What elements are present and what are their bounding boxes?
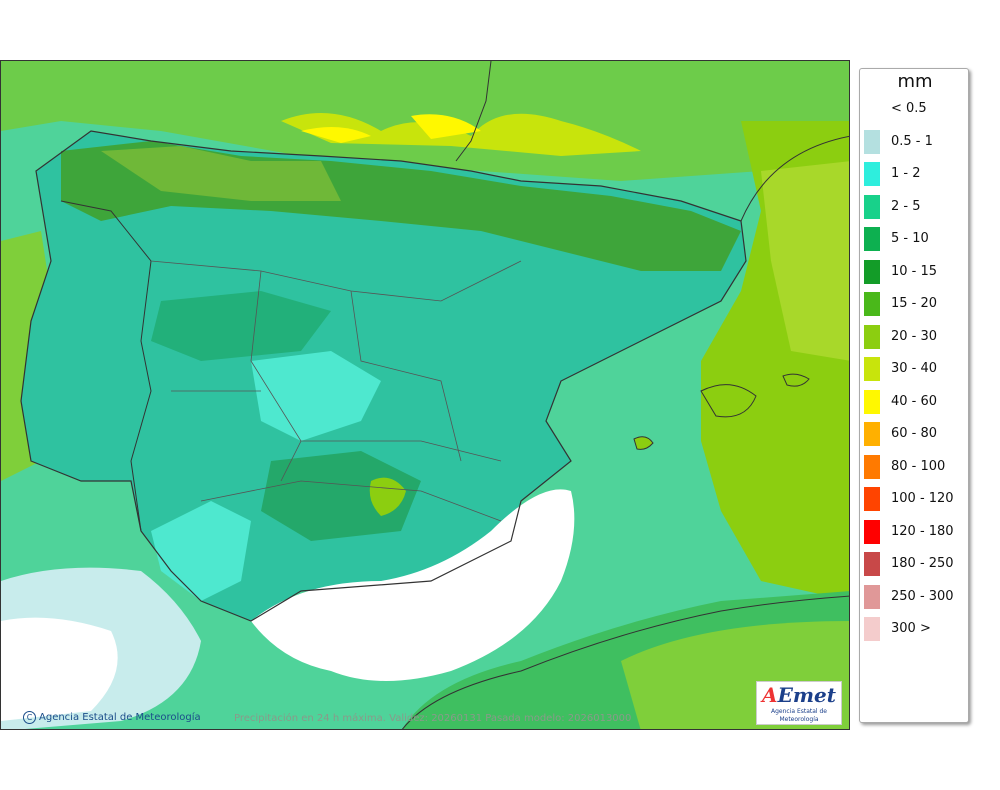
legend-item: 60 - 80: [864, 422, 968, 446]
logo-mark: AEmet: [757, 682, 841, 708]
legend-label: 180 - 250: [891, 556, 954, 571]
copyright-icon: C: [23, 711, 36, 724]
aemet-logo: AEmet Agencia Estatal de Meteorología: [756, 681, 842, 725]
legend-item: 250 - 300: [864, 584, 968, 609]
iberia-land: [21, 131, 746, 621]
legend-label: 60 - 80: [891, 426, 938, 441]
legend-label: 2 - 5: [891, 198, 921, 214]
agency-name: Agencia Estatal de Meteorología: [39, 712, 201, 723]
legend-label: 120 - 180: [891, 523, 954, 539]
legend-label: 15 - 20: [891, 296, 938, 311]
cantabrian-peak: [101, 146, 341, 201]
agency-credit: C Agencia Estatal de Meteorología: [23, 711, 201, 724]
legend-swatch: [864, 259, 880, 284]
legend-swatch: [864, 422, 880, 446]
menorca: [782, 373, 810, 387]
legend-swatch: [864, 227, 880, 251]
logo-subtitle: Agencia Estatal de Meteorología: [770, 708, 827, 723]
interior-cyan: [251, 351, 381, 441]
legend-item: 0.5 - 1: [864, 129, 968, 154]
ibiza: [633, 436, 654, 450]
legend-swatch: [864, 389, 880, 414]
legend-label: 10 - 15: [891, 263, 938, 279]
legend-item: 5 - 10: [864, 227, 968, 251]
legend-swatch: [864, 487, 880, 511]
legend-swatch: [864, 194, 880, 219]
legend: mm < 0.5 0.5 - 1 1 - 2 2 - 5 5 - 10 10 - 15 15…: [859, 68, 969, 723]
legend-swatch: [864, 292, 880, 316]
legend-swatch: [864, 357, 880, 381]
france-coast: [740, 135, 849, 222]
legend-swatch: [864, 454, 880, 479]
east-band-2: [761, 161, 849, 361]
legend-swatch: [864, 162, 880, 186]
legend-unit: mm: [897, 71, 933, 92]
region-borders: [150, 260, 522, 522]
legend-item: < 0.5: [864, 97, 968, 121]
legend-item: 20 - 30: [864, 324, 968, 349]
legend-label: 100 - 120: [891, 491, 954, 506]
legend-swatch: [864, 324, 880, 349]
legend-swatch: [864, 129, 880, 154]
atlantic-dry: [1, 617, 118, 721]
legend-item: 40 - 60: [864, 389, 968, 414]
legend-item: 15 - 20: [864, 292, 968, 316]
legend-item: 300 >: [864, 617, 968, 641]
map-caption: Precipitación en 24 h máxima. Validez: 2…: [234, 713, 632, 724]
logo-mark-a: A: [762, 683, 778, 707]
legend-swatch: [864, 519, 880, 544]
legend-item: 30 - 40: [864, 357, 968, 381]
biscay-max-2: [411, 114, 481, 139]
legend-swatch: [864, 552, 880, 576]
legend-item: 2 - 5: [864, 194, 968, 219]
central-patch: [151, 291, 331, 361]
portugal-border: [60, 200, 152, 532]
legend-label: 20 - 30: [891, 328, 938, 344]
mallorca: [700, 384, 757, 418]
legend-item: 120 - 180: [864, 519, 968, 544]
legend-label: 5 - 10: [891, 231, 929, 246]
alboran-dry: [251, 489, 575, 681]
legend-swatch: [864, 97, 880, 121]
logo-mark-rest: Emet: [777, 683, 836, 707]
legend-label: 300 >: [891, 621, 931, 636]
legend-item: 10 - 15: [864, 259, 968, 284]
legend-label: 80 - 100: [891, 458, 946, 474]
legend-item: 80 - 100: [864, 454, 968, 479]
africa-coast: [402, 595, 849, 729]
legend-swatch: [864, 584, 880, 609]
biscay-peak: [281, 113, 641, 156]
france-border: [455, 61, 492, 162]
biscay-max-1: [301, 127, 371, 143]
legend-label: < 0.5: [891, 101, 927, 116]
legend-item: 180 - 250: [864, 552, 968, 576]
legend-label: 30 - 40: [891, 361, 938, 376]
south-patch: [261, 451, 421, 541]
legend-swatch: [864, 617, 880, 641]
precipitation-map: C Agencia Estatal de Meteorología Precipi…: [0, 60, 850, 730]
legend-label: 0.5 - 1: [891, 133, 933, 149]
legend-item: 1 - 2: [864, 162, 968, 186]
legend-item: 100 - 120: [864, 487, 968, 511]
legend-label: 1 - 2: [891, 166, 921, 181]
legend-label: 40 - 60: [891, 393, 938, 409]
legend-label: 250 - 300: [891, 588, 954, 604]
map-canvas: [1, 61, 849, 729]
coastline: [20, 130, 747, 622]
